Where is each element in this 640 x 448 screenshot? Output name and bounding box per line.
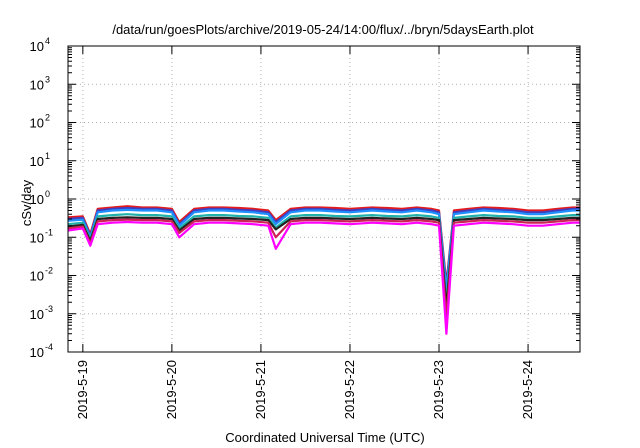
chart-title: /data/run/goesPlots/archive/2019-05-24/1… — [112, 22, 534, 37]
series-line — [67, 218, 580, 319]
x-tick-label: 2019-5-21 — [253, 360, 268, 419]
x-axis: 2019-5-19 2019-5-20 2019-5-21 2019-5-22 2019… — [75, 46, 535, 419]
x-tick-label: 2019-5-24 — [520, 360, 535, 419]
y-tick-label: 10 — [30, 307, 44, 322]
series-line — [67, 208, 580, 292]
series-layer — [67, 205, 580, 335]
y-tick-exponent: 2 — [45, 113, 50, 123]
y-tick-label: 10 — [30, 116, 44, 131]
y-tick-exponent: -2 — [45, 266, 53, 276]
x-tick-label: 2019-5-22 — [342, 360, 357, 419]
y-tick-label: 10 — [30, 39, 44, 54]
y-tick-exponent: -3 — [45, 304, 53, 314]
series-line — [67, 220, 580, 335]
y-tick-exponent: 3 — [45, 74, 50, 84]
series-line — [67, 213, 580, 304]
x-tick-label: 2019-5-20 — [164, 360, 179, 419]
grid-lines — [68, 46, 580, 352]
x-tick-label: 2019-5-19 — [75, 360, 90, 419]
y-tick-exponent: 0 — [45, 189, 50, 199]
y-tick-label: 10 — [30, 77, 44, 92]
series-line — [67, 205, 580, 286]
y-tick-label: 10 — [30, 192, 44, 207]
y-axis-label: cSv/day — [19, 179, 34, 226]
y-tick-label: 10 — [30, 269, 44, 284]
series-line — [67, 216, 580, 309]
y-tick-label: 10 — [30, 230, 44, 245]
x-axis-label: Coordinated Universal Time (UTC) — [225, 430, 424, 445]
x-tick-label: 2019-5-23 — [431, 360, 446, 419]
y-tick-exponent: 1 — [45, 151, 50, 161]
y-tick-label: 10 — [30, 345, 44, 360]
y-tick-exponent: -1 — [45, 227, 53, 237]
series-line — [67, 206, 580, 289]
y-tick-label: 10 — [30, 154, 44, 169]
y-tick-exponent: 4 — [45, 36, 50, 46]
y-tick-exponent: -4 — [45, 342, 53, 352]
